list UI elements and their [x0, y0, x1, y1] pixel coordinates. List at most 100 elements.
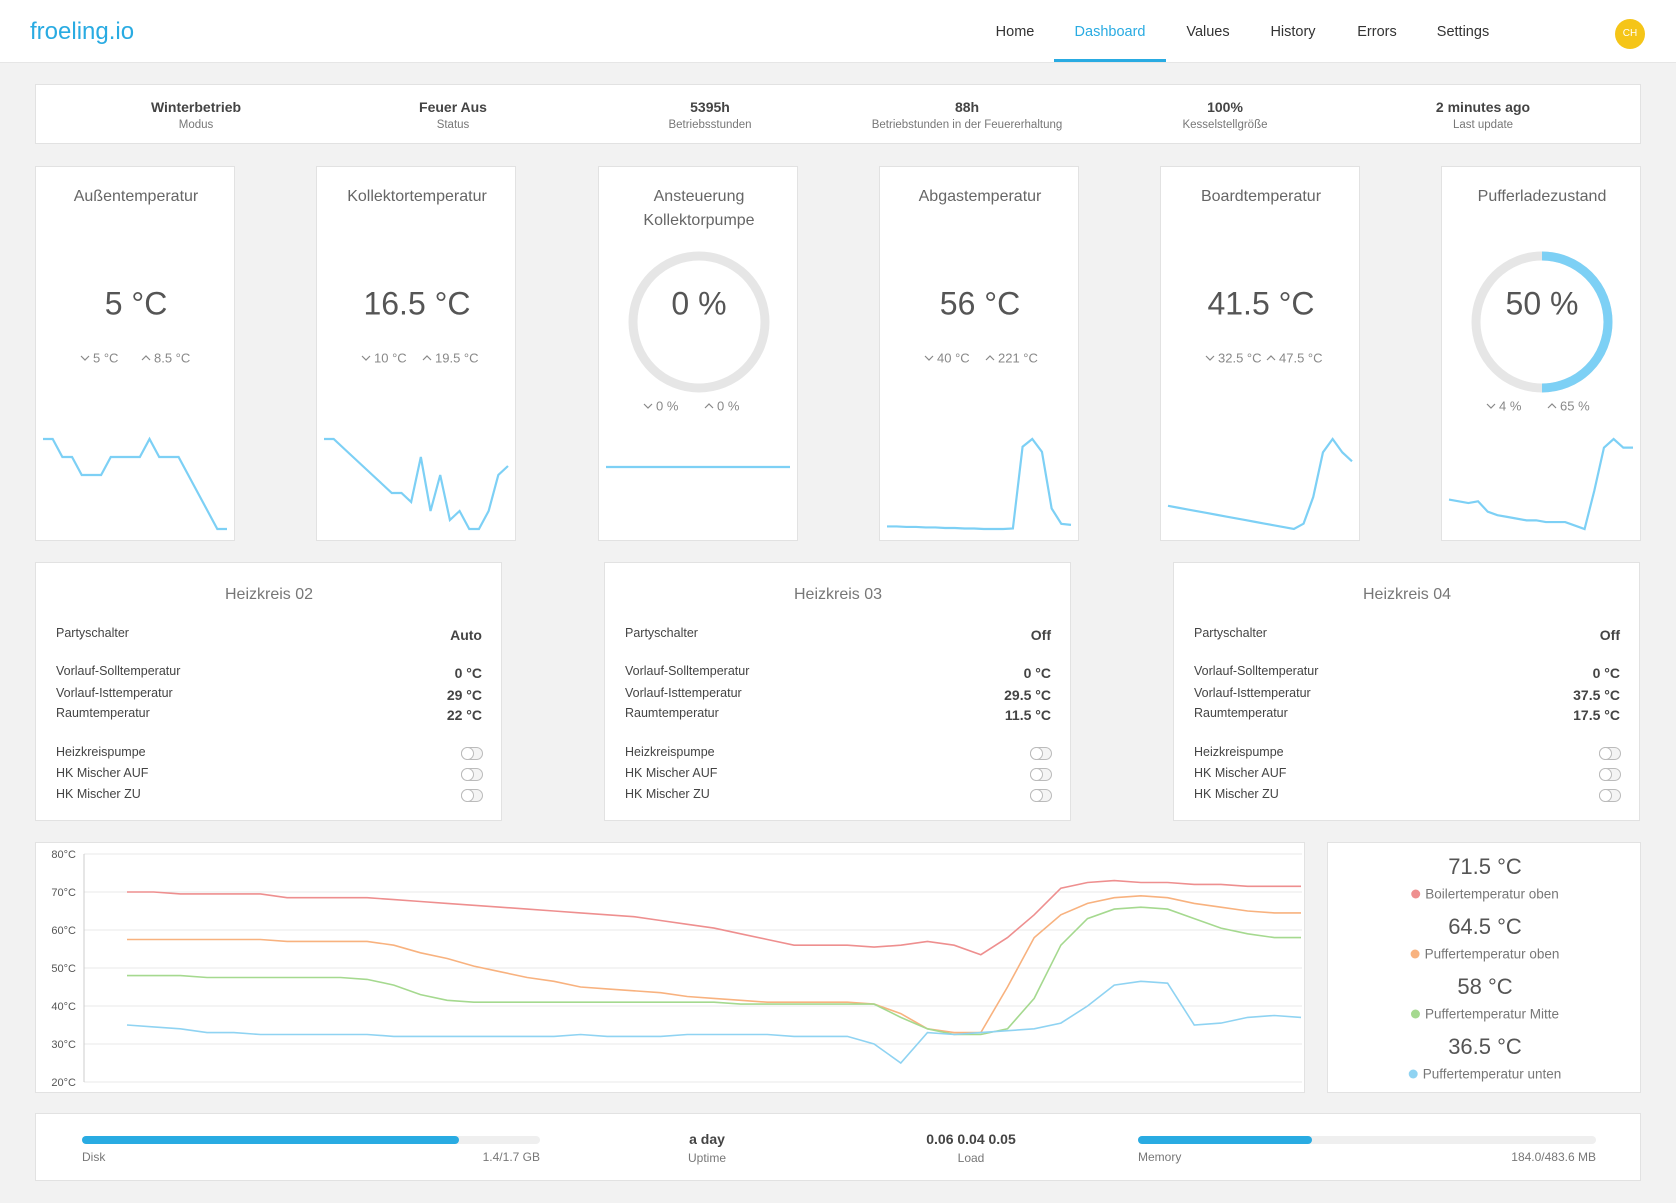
card-value: 41.5 °C [1207, 285, 1315, 322]
legend-dot [1410, 1009, 1420, 1019]
legend-name: Puffertemperatur unten [1422, 1066, 1562, 1082]
card-title: Ansteuerung Kollektorpumpe [643, 188, 755, 229]
switch-label: HK Mischer ZU [56, 787, 141, 801]
gauge-track [628, 251, 770, 393]
row-label: Vorlauf-Solltemperatur [1194, 664, 1319, 678]
chevron [422, 355, 432, 361]
status-label: Status [436, 119, 470, 131]
nav-link[interactable]: Values [1186, 24, 1230, 40]
system-bar: Disk 1.4/1.7 GB Memory 184.0/483.6 MB a day U… [35, 1113, 1641, 1181]
toggle[interactable] [1030, 747, 1052, 760]
toggle-knob [1031, 748, 1042, 759]
card-value: 16.5 °C [363, 285, 471, 322]
max-icon [422, 355, 432, 361]
card-max: 0 % [717, 398, 740, 414]
card-title: Außentemperatur [73, 188, 199, 205]
heating-circuit-panel: Heizkreis 03 Partyschalter Off Vorlauf-Soll… [604, 562, 1071, 821]
sensor-card: Außentemperatur 5 °C 5 °C 8.5 °C [35, 166, 235, 541]
card-max: 47.5 °C [1279, 350, 1323, 366]
row-value: 22 °C [446, 707, 482, 723]
card-max: 221 °C [998, 350, 1038, 366]
top-bar: froeling.io Home Dashboard Values History Err… [0, 0, 1676, 63]
legend-name: Puffertemperatur oben [1424, 946, 1560, 962]
nav-link[interactable]: Settings [1436, 24, 1490, 40]
system-value: 0.06 0.04 0.05 [926, 1131, 1016, 1147]
nav-link[interactable]: Dashboard [1074, 24, 1146, 40]
card-value: 0 % [671, 285, 727, 322]
card-min: 32.5 °C [1218, 350, 1262, 366]
chevron [1205, 355, 1215, 361]
switch-label: HK Mischer AUF [56, 766, 149, 780]
logo: froeling.io [30, 18, 135, 45]
history-chart: 80°C 70°C 60°C 50°C 40°C 30°C 20°C [35, 842, 1305, 1093]
status-label: Kesselstellgröße [1182, 119, 1268, 131]
y-tick-label: 40°C [51, 1001, 76, 1013]
sensor-card: Pufferladezustand 50 % 4 % 65 % [1441, 166, 1641, 541]
nav-link[interactable]: Errors [1357, 24, 1397, 40]
toggle[interactable] [1030, 789, 1052, 802]
card-graphics [43, 436, 227, 531]
card-graphics [324, 437, 509, 531]
card-title: Pufferladezustand [1477, 188, 1607, 205]
switch-label: Heizkreispumpe [1194, 745, 1284, 759]
chevron [1266, 355, 1276, 361]
max-icon [141, 355, 151, 361]
toggle[interactable] [461, 768, 483, 781]
toggle[interactable] [461, 789, 483, 802]
system-label: Load [957, 1151, 985, 1165]
switch-label: Heizkreispumpe [625, 745, 715, 759]
sparkline [1167, 437, 1353, 531]
sparkline [324, 437, 509, 531]
nav-link[interactable]: History [1270, 24, 1316, 40]
card-graphics [606, 251, 790, 469]
y-tick-label: 80°C [51, 849, 76, 861]
switch-label: HK Mischer ZU [625, 787, 710, 801]
avatar[interactable]: CH [1615, 19, 1645, 49]
min-icon [924, 355, 934, 361]
toggle[interactable] [1599, 747, 1621, 760]
y-tick-label: 30°C [51, 1039, 76, 1051]
card-title: Kollektortemperatur [347, 188, 487, 205]
card-value: 56 °C [939, 285, 1021, 322]
max-icon [704, 403, 714, 409]
toggle-knob [462, 748, 473, 759]
row-label: Vorlauf-Solltemperatur [625, 664, 750, 678]
toggle-knob [1031, 790, 1042, 801]
toggle[interactable] [1030, 768, 1052, 781]
row-value: Auto [450, 627, 482, 643]
progress-text: 184.0/483.6 MB [1511, 1150, 1596, 1164]
nav-link[interactable]: Home [995, 24, 1035, 40]
legend-entry: Puffertemperatur oben [1410, 946, 1560, 962]
sensor-card: Ansteuerung Kollektorpumpe 0 % 0 % 0 % [598, 166, 798, 541]
toggle[interactable] [1599, 768, 1621, 781]
legend-dot [1408, 1069, 1418, 1079]
status-value: Winterbetrieb [150, 99, 242, 115]
status-label: Betriebsstunden [668, 119, 752, 131]
min-icon [1486, 403, 1496, 409]
toggle-knob [1600, 748, 1611, 759]
y-tick-label: 20°C [51, 1077, 76, 1089]
sparkline [43, 436, 227, 531]
legend-value: 71.5 °C [1448, 854, 1522, 879]
chart-legend: 71.5 °C Boilertemperatur oben 64.5 °C Puffe… [1327, 842, 1641, 1093]
legend-entry: Puffertemperatur unten [1408, 1066, 1562, 1082]
gauge-arc [1541, 251, 1613, 393]
toggle[interactable] [1599, 789, 1621, 802]
row-label: Partyschalter [1194, 626, 1267, 640]
row-value: 29.5 °C [1004, 687, 1051, 703]
row-label: Vorlauf-Solltemperatur [56, 664, 181, 678]
row-value: 29 °C [446, 687, 482, 703]
toggle[interactable] [461, 747, 483, 760]
row-value: 0 °C [1023, 665, 1051, 681]
card-min: 10 °C [374, 350, 407, 366]
heating-circuit-panel: Heizkreis 02 Partyschalter Auto Vorlauf-Sol… [35, 562, 502, 821]
heating-circuit-panel: Heizkreis 04 Partyschalter Off Vorlauf-Soll… [1173, 562, 1640, 821]
legend-name: Boilertemperatur oben [1425, 886, 1559, 902]
panel-title: Heizkreis 02 [224, 586, 314, 603]
row-value: Off [1599, 627, 1620, 643]
sensor-card: Kollektortemperatur 16.5 °C 10 °C 19.5 °C [316, 166, 516, 541]
row-value: 37.5 °C [1573, 687, 1620, 703]
status-value: 88h [954, 99, 980, 115]
card-title: Boardtemperatur [1200, 188, 1322, 205]
